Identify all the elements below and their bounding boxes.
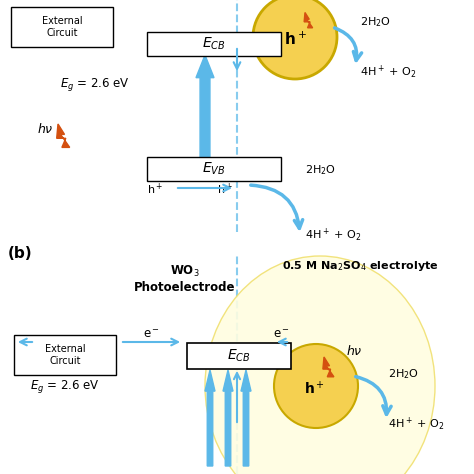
Text: h$\nu$: h$\nu$ (346, 344, 363, 358)
FancyBboxPatch shape (14, 335, 116, 375)
Text: e$^-$: e$^-$ (143, 328, 160, 340)
Circle shape (253, 0, 337, 79)
Text: h$^+$: h$^+$ (147, 182, 163, 197)
Text: $E_{CB}$: $E_{CB}$ (227, 348, 251, 364)
FancyBboxPatch shape (147, 157, 281, 181)
Text: External
Circuit: External Circuit (42, 16, 82, 38)
Text: $E_{VB}$: $E_{VB}$ (202, 161, 226, 177)
Text: $E_g$ = 2.6 eV: $E_g$ = 2.6 eV (30, 377, 100, 394)
Text: 4H$^+$ + O$_2$: 4H$^+$ + O$_2$ (305, 227, 362, 244)
Text: External
Circuit: External Circuit (45, 344, 85, 366)
Polygon shape (323, 357, 334, 377)
Text: $E_{CB}$: $E_{CB}$ (202, 36, 226, 52)
Polygon shape (57, 124, 70, 147)
Text: $E_g$ = 2.6 eV: $E_g$ = 2.6 eV (60, 75, 130, 92)
Text: 4H$^+$ + O$_2$: 4H$^+$ + O$_2$ (360, 64, 417, 81)
Text: h$^+$: h$^+$ (303, 380, 325, 398)
Text: e$^-$: e$^-$ (273, 328, 291, 340)
Circle shape (274, 344, 358, 428)
Text: h$^+$: h$^+$ (217, 182, 233, 197)
Polygon shape (241, 370, 251, 466)
Text: 0.5 M Na$_2$SO$_4$ electrolyte: 0.5 M Na$_2$SO$_4$ electrolyte (282, 259, 438, 273)
Ellipse shape (205, 256, 435, 474)
Polygon shape (223, 370, 233, 466)
FancyBboxPatch shape (147, 32, 281, 56)
Text: 2H$_2$O: 2H$_2$O (360, 15, 391, 29)
Text: WO$_3$
Photoelectrode: WO$_3$ Photoelectrode (134, 264, 236, 294)
Polygon shape (196, 55, 214, 158)
FancyBboxPatch shape (11, 7, 113, 47)
Text: h$\nu$: h$\nu$ (36, 122, 53, 136)
FancyBboxPatch shape (187, 343, 291, 369)
Polygon shape (205, 370, 215, 466)
Text: h$^+$: h$^+$ (283, 30, 306, 48)
Text: 4H$^+$ + O$_2$: 4H$^+$ + O$_2$ (388, 415, 445, 433)
Text: (b): (b) (8, 246, 33, 261)
Text: 2H$_2$O: 2H$_2$O (388, 367, 419, 381)
Text: 2H$_2$O: 2H$_2$O (305, 163, 336, 177)
Polygon shape (304, 12, 313, 28)
